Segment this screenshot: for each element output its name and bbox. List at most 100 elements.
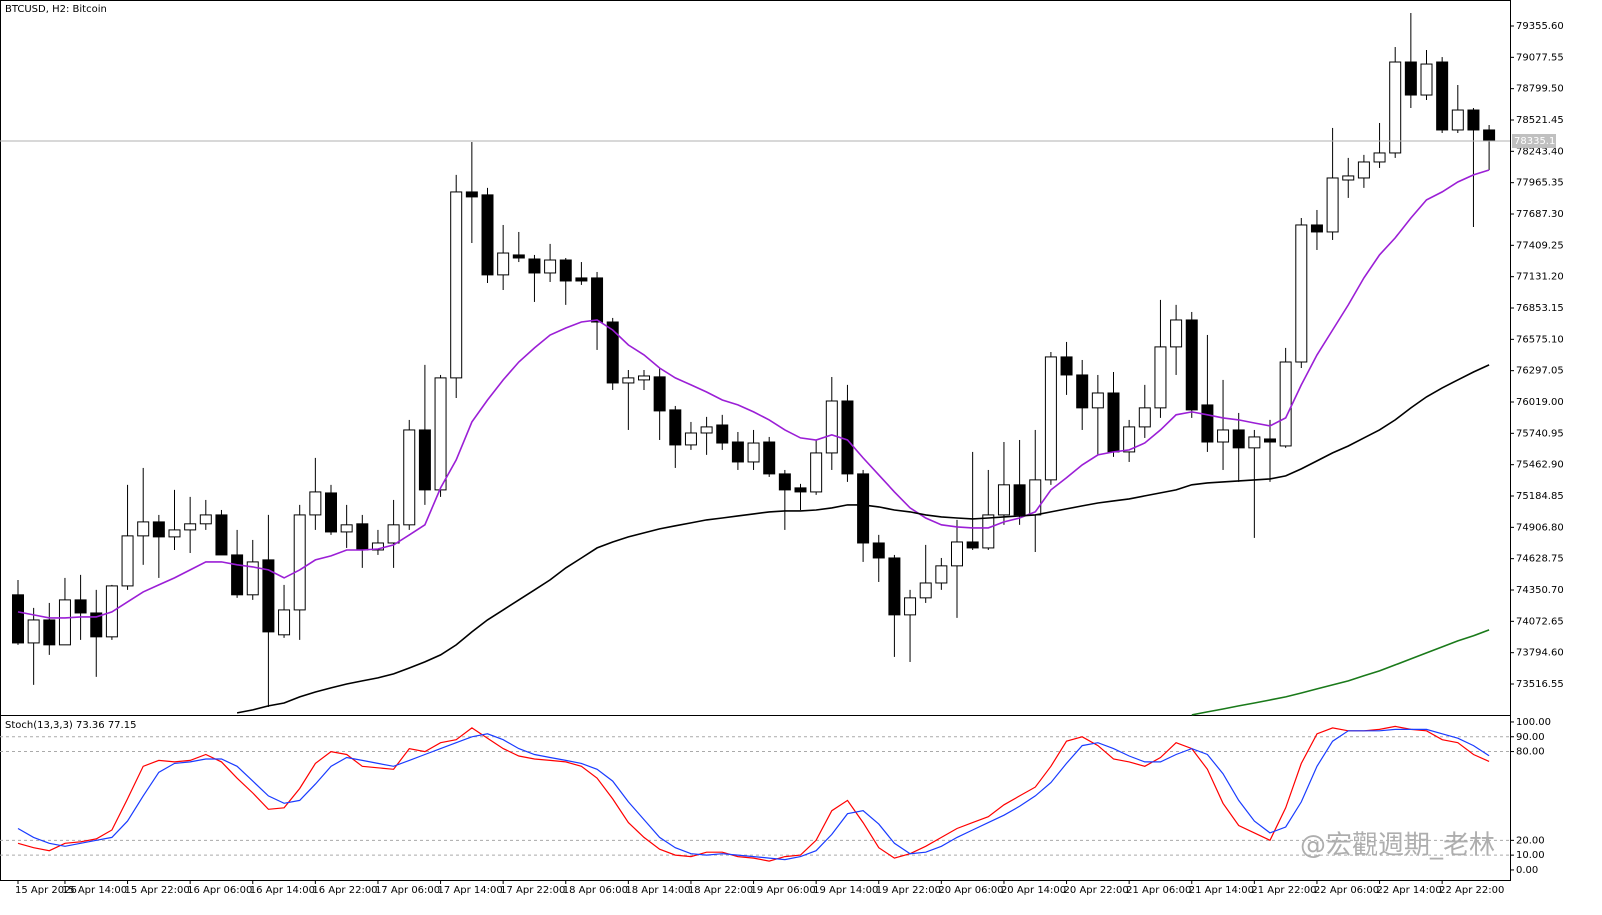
y-tick-label: 90.00 <box>1516 732 1545 743</box>
x-tick-label: 22 Apr 06:00 <box>1314 885 1379 896</box>
candle-body <box>231 554 244 596</box>
y-tick-label: 74906.80 <box>1516 522 1564 533</box>
candle-body <box>669 409 682 446</box>
candle-body <box>325 492 337 533</box>
candle-body <box>841 400 854 475</box>
y-tick-label: 74072.65 <box>1516 616 1564 627</box>
indicator-line <box>17 169 1490 619</box>
candle-body <box>1076 374 1089 409</box>
candle-body <box>90 612 103 638</box>
indicator-title: Stoch(13,3,3) 73.36 77.15 <box>5 720 136 731</box>
candle-body <box>1091 392 1104 409</box>
candle-body <box>1248 436 1261 449</box>
candle-body <box>262 559 275 633</box>
y-tick-label: 77965.35 <box>1516 178 1564 189</box>
candle-body <box>872 542 885 559</box>
y-tick-label: 75740.95 <box>1516 428 1564 439</box>
candle-body <box>450 191 463 379</box>
y-tick-label: 100.00 <box>1516 717 1551 728</box>
candle-body <box>622 377 635 384</box>
x-tick-label: 17 Apr 06:00 <box>375 885 440 896</box>
candle-body <box>27 619 40 644</box>
indicator-line <box>17 728 1490 861</box>
candle-body <box>403 429 416 526</box>
candle-body <box>966 541 979 549</box>
x-tick-label: 18 Apr 22:00 <box>688 885 753 896</box>
candle-body <box>168 529 181 538</box>
x-tick-label: 21 Apr 14:00 <box>1189 885 1254 896</box>
candle-body <box>1467 109 1480 131</box>
candle-body <box>246 561 259 596</box>
y-tick-label: 77687.30 <box>1516 209 1564 220</box>
candle-body <box>810 452 823 493</box>
candle-body <box>512 254 525 259</box>
candle-body <box>1420 63 1433 96</box>
candle-body <box>653 376 666 412</box>
indicator-line <box>236 364 1490 714</box>
candle-body <box>137 521 150 537</box>
candle-body <box>684 432 697 446</box>
x-tick-label: 22 Apr 22:00 <box>1439 885 1504 896</box>
y-tick-label: 20.00 <box>1516 835 1545 846</box>
candle-body <box>434 377 447 491</box>
candle-body <box>716 424 729 444</box>
candle-body <box>982 514 995 549</box>
candle-body <box>1404 61 1417 96</box>
candle-body <box>309 491 322 516</box>
candle-body <box>1264 438 1276 443</box>
candle-body <box>591 277 604 323</box>
candle-body <box>497 252 510 276</box>
candle-body <box>1483 129 1496 142</box>
candle-body <box>1279 361 1292 447</box>
candle-body <box>74 599 87 614</box>
x-tick-label: 15 Apr 14:00 <box>62 885 127 896</box>
candle-body <box>43 619 56 646</box>
candle-body <box>481 194 494 276</box>
y-tick-label: 76019.00 <box>1516 397 1564 408</box>
candle-body <box>888 557 901 616</box>
candle-body <box>58 599 71 646</box>
y-tick-label: 73794.60 <box>1516 648 1564 659</box>
candle-body <box>199 514 212 525</box>
x-tick-label: 20 Apr 14:00 <box>1001 885 1066 896</box>
candle-body <box>387 524 400 544</box>
x-tick-label: 21 Apr 06:00 <box>1126 885 1191 896</box>
candle-body <box>278 609 291 636</box>
candle-body <box>997 484 1010 516</box>
candle-body <box>1436 61 1449 131</box>
candle-body <box>919 582 932 599</box>
candle-body <box>1373 152 1386 163</box>
x-tick-label: 20 Apr 06:00 <box>938 885 1003 896</box>
candle-body <box>184 523 197 531</box>
candle-body <box>1185 319 1198 411</box>
candle-body <box>1217 429 1230 443</box>
candle-body <box>1295 224 1308 363</box>
candle-body <box>1389 61 1402 154</box>
y-tick-label: 80.00 <box>1516 747 1545 758</box>
y-tick-label: 78521.45 <box>1516 115 1564 126</box>
x-tick-label: 18 Apr 14:00 <box>625 885 690 896</box>
y-tick-label: 73516.55 <box>1516 679 1564 690</box>
candle-body <box>638 375 650 381</box>
current-price-label: 78335.13 <box>1514 136 1562 147</box>
candle-body <box>731 441 744 463</box>
candle-body <box>1107 392 1120 453</box>
candle-body <box>559 259 572 282</box>
x-tick-label: 19 Apr 14:00 <box>813 885 878 896</box>
x-tick-label: 19 Apr 22:00 <box>876 885 941 896</box>
candle-body <box>1342 175 1355 181</box>
candle-body <box>1310 224 1323 233</box>
candle-body <box>1060 356 1073 376</box>
y-tick-label: 79077.55 <box>1516 52 1564 63</box>
candle-body <box>1357 161 1370 179</box>
candle-body <box>544 259 557 274</box>
candle-body <box>1029 479 1042 516</box>
candle-body <box>1123 426 1136 453</box>
candle-body <box>121 535 134 587</box>
candle-body <box>575 277 588 282</box>
x-tick-label: 15 Apr 2026 <box>15 885 77 896</box>
indicator-line <box>1191 629 1490 716</box>
x-tick-label: 20 Apr 22:00 <box>1064 885 1129 896</box>
